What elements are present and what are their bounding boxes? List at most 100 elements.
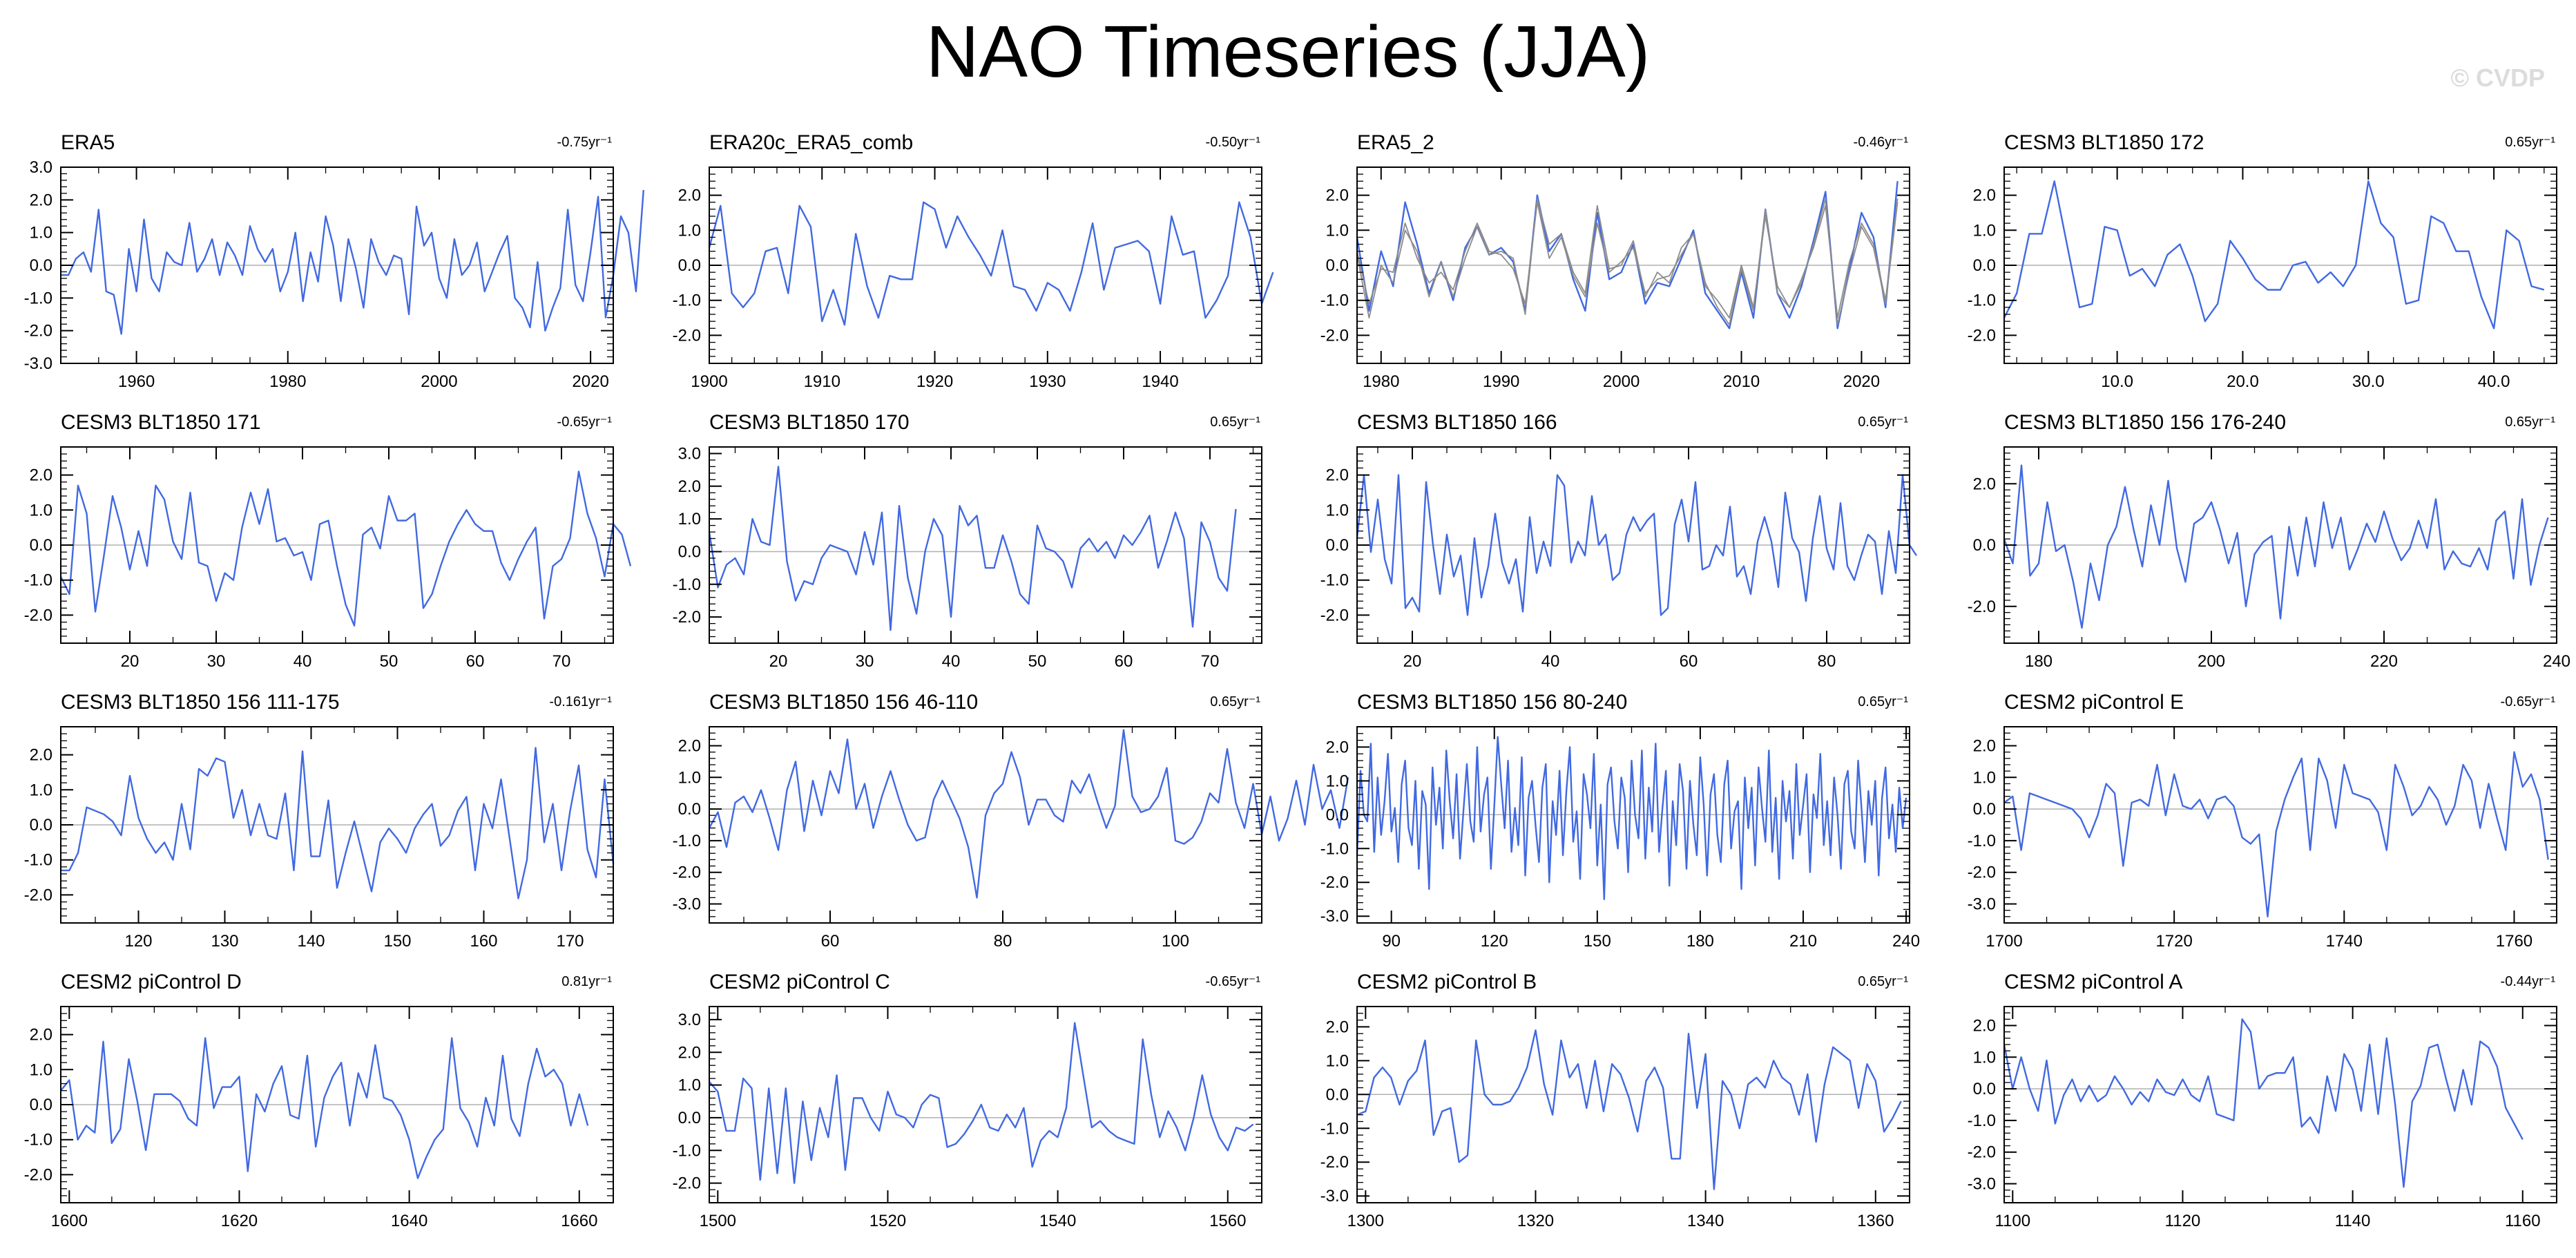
panel-title: CESM3 BLT1850 170 bbox=[709, 411, 910, 434]
y-tick-label: 1.0 bbox=[678, 1076, 701, 1095]
series-line-0 bbox=[61, 190, 644, 335]
x-tick-label: 2020 bbox=[1843, 372, 1880, 391]
y-tick-label: 0.0 bbox=[1973, 536, 1996, 555]
x-tick-label: 20 bbox=[769, 652, 788, 671]
y-tick-label: 1.0 bbox=[678, 510, 701, 528]
y-tick-label: 1.0 bbox=[30, 781, 52, 799]
y-tick-label: -2.0 bbox=[1968, 326, 1996, 345]
panel-1: ERA20c_ERA5_comb -0.50yr⁻¹ 1900 1910 1920 193… bbox=[673, 131, 1274, 391]
x-tick-label: 70 bbox=[1201, 652, 1220, 671]
y-tick-label: 1.0 bbox=[678, 768, 701, 787]
y-tick-label: 2.0 bbox=[1973, 187, 1996, 205]
y-tick-label: 2.0 bbox=[678, 1043, 701, 1062]
panel-title: CESM3 BLT1850 171 bbox=[61, 411, 261, 434]
x-tick-label: 1340 bbox=[1687, 1212, 1724, 1230]
y-tick-label: -2.0 bbox=[24, 606, 52, 625]
x-tick-label: 30.0 bbox=[2352, 372, 2385, 391]
x-tick-label: 2000 bbox=[1603, 372, 1640, 391]
trend-label: -0.44yr⁻¹ bbox=[2501, 974, 2556, 989]
panel-title: CESM3 BLT1850 156 176-240 bbox=[2004, 411, 2286, 434]
x-tick-label: 170 bbox=[556, 932, 584, 951]
plot-frame bbox=[2003, 726, 2557, 924]
series-line-0 bbox=[2003, 751, 2549, 918]
series-line-0 bbox=[1356, 474, 1918, 616]
x-tick-label: 200 bbox=[2198, 652, 2225, 671]
y-tick-label: 2.0 bbox=[30, 1026, 52, 1045]
x-tick-label: 150 bbox=[1584, 932, 1611, 951]
series-line-0 bbox=[59, 470, 632, 627]
x-tick-label: 1140 bbox=[2335, 1212, 2371, 1230]
x-tick-label: 20.0 bbox=[2227, 372, 2259, 391]
panel-title: ERA5_2 bbox=[1357, 131, 1434, 154]
x-tick-label: 1120 bbox=[2165, 1212, 2201, 1230]
panel-4: CESM3 BLT1850 171 -0.65yr⁻¹ 20 30 40 50 60 70 -2… bbox=[24, 411, 632, 671]
panel-title: CESM3 BLT1850 156 111-175 bbox=[61, 691, 340, 714]
x-tick-label: 60 bbox=[1680, 652, 1698, 671]
y-tick-label: 0.0 bbox=[678, 800, 701, 819]
x-tick-label: 1760 bbox=[2496, 932, 2532, 951]
plot-frame bbox=[709, 446, 1262, 644]
y-tick-label: 0.0 bbox=[1973, 800, 1996, 819]
y-tick-label: 1.0 bbox=[30, 501, 52, 520]
series-line-0 bbox=[2003, 1018, 2524, 1188]
y-tick-label: -2.0 bbox=[1320, 326, 1349, 345]
x-tick-label: 70 bbox=[552, 652, 571, 671]
panel-6: CESM3 BLT1850 166 0.65yr⁻¹ 20 40 60 80 -2.0 -1.… bbox=[1320, 411, 1918, 671]
x-tick-label: 20 bbox=[121, 652, 140, 671]
x-tick-label: 180 bbox=[1686, 932, 1714, 951]
y-tick-label: -2.0 bbox=[1968, 598, 1996, 616]
x-tick-label: 1540 bbox=[1039, 1212, 1076, 1230]
panel-3: CESM3 BLT1850 172 0.65yr⁻¹ 10.0 20.0 30.0 40.… bbox=[1968, 131, 2557, 391]
x-tick-label: 30 bbox=[207, 652, 226, 671]
y-tick-label: -1.0 bbox=[673, 832, 701, 850]
y-tick-label: -1.0 bbox=[1320, 1119, 1349, 1138]
x-tick-label: 2010 bbox=[1723, 372, 1760, 391]
x-tick-label: 90 bbox=[1382, 932, 1401, 951]
y-tick-label: 1.0 bbox=[30, 1060, 52, 1079]
panel-13: CESM2 piControl C -0.65yr⁻¹ 1500 1520 1540 15… bbox=[673, 971, 1262, 1230]
y-tick-label: -3.0 bbox=[1968, 895, 1996, 914]
x-tick-label: 2000 bbox=[421, 372, 457, 391]
y-tick-label: -2.0 bbox=[24, 886, 52, 904]
x-tick-label: 1520 bbox=[869, 1212, 906, 1230]
trend-label: 0.65yr⁻¹ bbox=[2505, 414, 2555, 430]
trend-label: 0.65yr⁻¹ bbox=[1210, 414, 1260, 430]
x-tick-label: 40 bbox=[1541, 652, 1560, 671]
y-tick-label: 2.0 bbox=[1326, 1018, 1349, 1036]
y-tick-label: 1.0 bbox=[1326, 221, 1349, 240]
panel-12: CESM2 piControl D 0.81yr⁻¹ 1600 1620 1640 166… bbox=[24, 971, 614, 1230]
x-tick-label: 1960 bbox=[118, 372, 155, 391]
main-title: NAO Timeseries (JJA) bbox=[925, 11, 1651, 93]
trend-label: -0.75yr⁻¹ bbox=[557, 135, 613, 150]
y-tick-label: -1.0 bbox=[24, 289, 52, 307]
trend-label: -0.65yr⁻¹ bbox=[2501, 694, 2556, 709]
x-tick-label: 1100 bbox=[1995, 1212, 2031, 1230]
panel-14: CESM2 piControl B 0.65yr⁻¹ 1300 1320 1340 136… bbox=[1320, 971, 1910, 1230]
y-tick-label: -3.0 bbox=[1320, 1187, 1349, 1205]
x-tick-label: 10.0 bbox=[2101, 372, 2133, 391]
y-tick-label: 1.0 bbox=[30, 224, 52, 242]
y-tick-label: -2.0 bbox=[1320, 873, 1349, 892]
y-tick-label: 1.0 bbox=[678, 221, 701, 240]
y-tick-label: -1.0 bbox=[24, 1131, 52, 1150]
y-tick-label: -3.0 bbox=[1968, 1175, 1996, 1194]
y-tick-label: -1.0 bbox=[24, 571, 52, 590]
panel-title: CESM2 piControl E bbox=[2004, 691, 2184, 714]
panel-title: CESM2 piControl C bbox=[709, 971, 890, 993]
x-tick-label: 1160 bbox=[2505, 1212, 2541, 1230]
panel-title: CESM3 BLT1850 172 bbox=[2004, 131, 2204, 154]
y-tick-label: -2.0 bbox=[1968, 1143, 1996, 1162]
y-tick-label: -1.0 bbox=[1320, 839, 1349, 858]
x-tick-label: 140 bbox=[297, 932, 325, 951]
y-tick-label: 3.0 bbox=[30, 158, 52, 177]
y-tick-label: 1.0 bbox=[1973, 221, 1996, 240]
panel-title: ERA20c_ERA5_comb bbox=[709, 131, 913, 154]
panel-title: CESM2 piControl D bbox=[61, 971, 242, 993]
series-line-0 bbox=[2003, 464, 2549, 629]
y-tick-label: 3.0 bbox=[678, 444, 701, 463]
x-tick-label: 1940 bbox=[1142, 372, 1178, 391]
x-tick-label: 120 bbox=[124, 932, 152, 951]
x-tick-label: 40 bbox=[294, 652, 312, 671]
y-tick-label: -2.0 bbox=[673, 326, 701, 345]
x-tick-label: 150 bbox=[383, 932, 411, 951]
